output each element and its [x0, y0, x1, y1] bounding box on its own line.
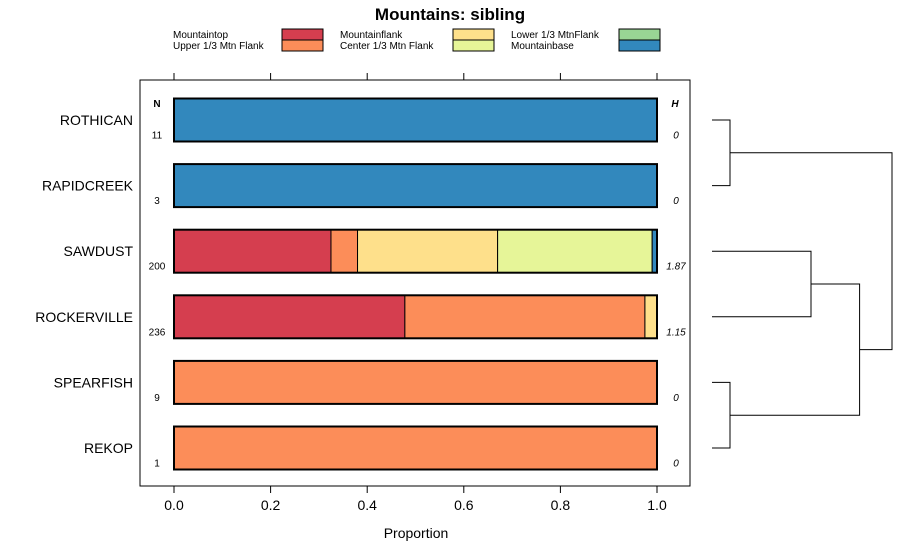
n-value: 3 — [154, 196, 160, 207]
n-value: 200 — [149, 262, 166, 273]
bar-outline — [173, 359, 658, 405]
bar-rows: ROTHICAN 11 0 RAPIDCREEK 3 0 SAWDUST 200 1.87 ROC… — [35, 97, 686, 471]
category-label: REKOP — [84, 440, 133, 456]
bar-row: ROCKERVILLE 236 1.15 — [35, 294, 686, 340]
x-tick-label: 0.6 — [454, 497, 474, 513]
legend-label: Center 1/3 Mtn Flank — [340, 41, 434, 52]
bar-segment — [357, 229, 499, 274]
h-value: 0 — [673, 393, 679, 404]
bar-outline — [173, 425, 658, 471]
bar-segment — [173, 229, 332, 274]
bar-row: SAWDUST 200 1.87 — [64, 228, 686, 274]
x-tick-label: 0.2 — [261, 497, 281, 513]
legend-label: Mountaintop — [173, 30, 228, 41]
legend-swatch — [281, 28, 324, 41]
bar-row: REKOP 1 0 — [84, 425, 679, 471]
category-label: SPEARFISH — [54, 374, 133, 390]
h-value: 1.15 — [666, 327, 686, 338]
category-label: ROCKERVILLE — [35, 309, 133, 325]
legend-label: Mountainflank — [340, 30, 403, 41]
bar-outline — [173, 228, 658, 274]
legend-swatch — [452, 39, 495, 52]
h-value: 1.87 — [666, 262, 686, 273]
bar-outline — [173, 163, 658, 209]
legend-label: Upper 1/3 Mtn Flank — [173, 41, 265, 52]
category-label: SAWDUST — [64, 243, 134, 259]
dendrogram — [712, 119, 893, 449]
dendrogram-link — [712, 381, 731, 449]
bar-segment — [173, 294, 406, 339]
bar-segment — [173, 360, 658, 405]
bar-segment — [497, 229, 653, 274]
dendrogram-link — [712, 119, 731, 187]
n-value: 9 — [154, 393, 160, 404]
x-tick-label: 0.4 — [357, 497, 377, 513]
x-tick-label: 0.8 — [551, 497, 571, 513]
n-value: 11 — [152, 131, 163, 142]
plot-frame — [139, 79, 691, 487]
bar-segment — [173, 163, 658, 208]
bar-row: RAPIDCREEK 3 0 — [42, 163, 679, 209]
dendrogram-link — [712, 250, 812, 318]
dendrogram-link — [730, 283, 861, 416]
category-label: RAPIDCREEK — [42, 178, 134, 194]
legend-label: Mountainbase — [511, 41, 574, 52]
n-value: 1 — [154, 459, 160, 470]
bar-segment — [404, 294, 646, 339]
n-value: 236 — [149, 327, 166, 338]
x-tick-label: 0.0 — [164, 497, 184, 513]
x-axis-label: Proportion — [384, 525, 449, 541]
dendrogram-link — [730, 152, 893, 351]
legend-swatch — [618, 39, 661, 52]
bar-segment — [173, 426, 658, 470]
h-column-header: H — [671, 99, 679, 110]
bar-segment — [173, 98, 658, 142]
bar-row: SPEARFISH 9 0 — [54, 359, 679, 405]
n-column-header: N — [153, 99, 160, 110]
bar-outline — [173, 294, 658, 340]
h-value: 0 — [673, 131, 679, 142]
category-label: ROTHICAN — [60, 112, 133, 128]
h-value: 0 — [673, 459, 679, 470]
legend-swatch — [452, 28, 495, 41]
top-tick-marks — [173, 73, 658, 80]
legend-swatch — [618, 28, 661, 41]
bar-outline — [173, 97, 658, 143]
h-value: 0 — [673, 196, 679, 207]
bar-row: ROTHICAN 11 0 — [60, 97, 679, 143]
bar-segment — [330, 229, 359, 274]
x-axis: 0.0 0.2 0.4 0.6 0.8 1.0 — [164, 486, 667, 513]
bar-segment — [644, 294, 658, 339]
legend-label: Lower 1/3 MtnFlank — [511, 30, 600, 41]
legend-swatch — [281, 39, 324, 52]
x-tick-label: 1.0 — [647, 497, 667, 513]
chart-title: Mountains: sibling — [375, 5, 525, 24]
